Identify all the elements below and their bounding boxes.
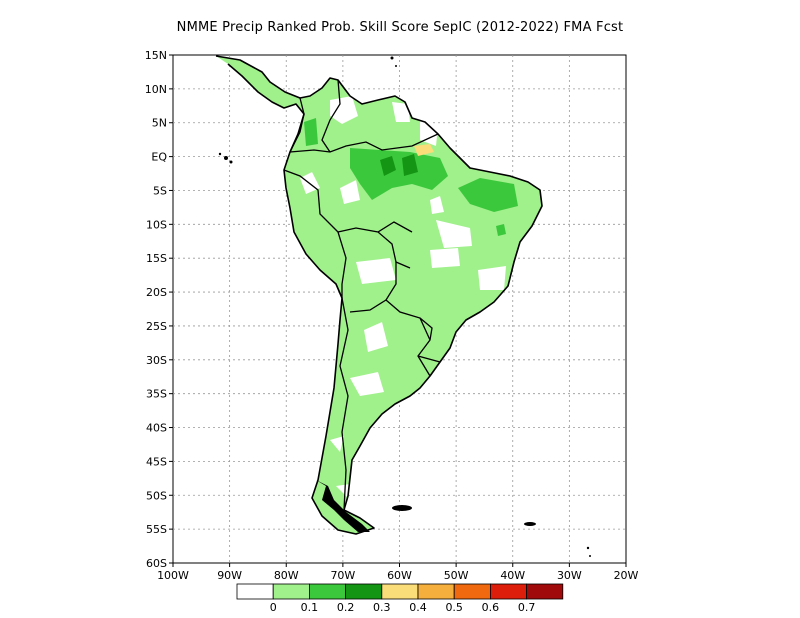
colorbar-swatch <box>236 583 274 600</box>
lon-tick-label: 90W <box>217 569 242 582</box>
colorbar-swatch <box>417 583 455 600</box>
lat-tick-label: 5N <box>152 117 167 130</box>
latitude-tick-labels: 15N 10N 5N EQ 5S 10S 15S 20S 25S 30S 35S 40S 45S 50S 5… <box>145 49 173 570</box>
colorbar-swatch <box>272 583 310 600</box>
lat-tick-label: 45S <box>146 455 167 468</box>
colorbar-label: 0 <box>270 601 277 614</box>
lat-tick-label: 55S <box>146 523 167 536</box>
coastline <box>215 55 543 535</box>
lat-tick-label: 20S <box>146 286 167 299</box>
colorbar-swatch <box>308 583 346 600</box>
colorbar-swatch <box>453 583 491 600</box>
lat-tick-label: 30S <box>146 354 167 367</box>
colorbar-label: 0.6 <box>482 601 500 614</box>
lon-tick-label: 30W <box>557 569 582 582</box>
lat-tick-label: 5S <box>153 184 167 197</box>
lat-tick-label: 25S <box>146 320 167 333</box>
light-yellow-patches <box>414 144 434 156</box>
lat-tick-label: 10S <box>146 218 167 231</box>
colorbar-swatch <box>381 583 419 600</box>
lat-tick-label: EQ <box>151 151 167 164</box>
country-borders <box>283 79 441 511</box>
map-title: NMME Precip Ranked Prob. Skill Score Sep… <box>176 20 624 35</box>
longitude-tick-labels: 100W 90W 80W 70W 60W 50W 40W 30W 20W <box>157 563 639 582</box>
colorbar-label: 0.5 <box>445 601 463 614</box>
colorbar-swatch <box>526 583 564 600</box>
lon-tick-label: 70W <box>330 569 355 582</box>
colorbar: 0 0.1 0.2 0.3 0.4 0.5 0.6 0.7 <box>236 583 564 614</box>
lat-tick-label: 60S <box>146 557 167 570</box>
colorbar-label: 0.4 <box>409 601 427 614</box>
zero-skill-patches <box>300 96 506 498</box>
lon-tick-label: 50W <box>444 569 469 582</box>
colorbar-label: 0.1 <box>301 601 319 614</box>
colorbar-label: 0.7 <box>518 601 536 614</box>
colorbar-label: 0.2 <box>337 601 355 614</box>
high-skill-patches <box>380 154 418 176</box>
colorbar-swatch <box>489 583 527 600</box>
colorbar-label: 0.3 <box>373 601 391 614</box>
lon-tick-label: 80W <box>274 569 299 582</box>
lat-tick-label: 35S <box>146 388 167 401</box>
islands <box>218 56 591 557</box>
mid-skill-patches <box>304 118 518 236</box>
lat-tick-label: 40S <box>146 422 167 435</box>
lon-tick-label: 100W <box>157 569 189 582</box>
lat-tick-label: 15S <box>146 252 167 265</box>
lon-tick-label: 40W <box>500 569 525 582</box>
lon-tick-label: 60W <box>387 569 412 582</box>
lat-tick-label: 15N <box>145 49 167 62</box>
lon-tick-label: 20W <box>614 569 639 582</box>
lat-tick-label: 50S <box>146 489 167 502</box>
lat-tick-label: 10N <box>145 83 167 96</box>
colorbar-swatch <box>345 583 383 600</box>
